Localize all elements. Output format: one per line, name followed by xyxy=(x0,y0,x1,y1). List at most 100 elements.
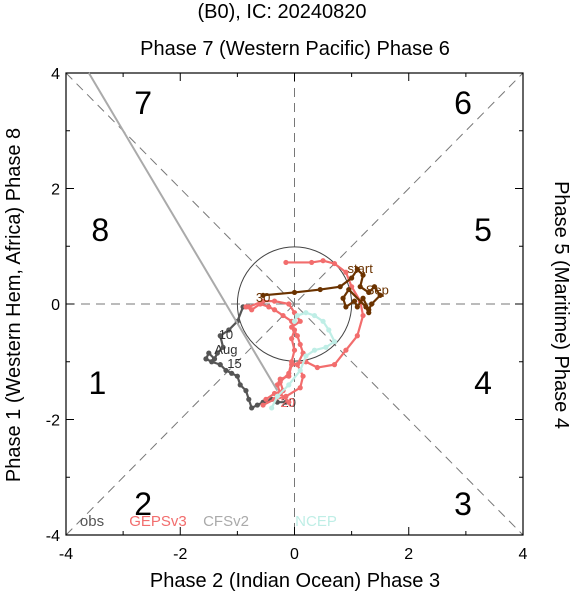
data-point xyxy=(214,350,220,356)
data-label: Sep xyxy=(366,283,389,298)
data-point xyxy=(317,286,323,293)
data-point xyxy=(266,304,272,310)
x-tick-label: 0 xyxy=(290,546,299,563)
data-point xyxy=(331,338,338,345)
data-point xyxy=(277,379,283,385)
data-point xyxy=(289,359,295,365)
data-point xyxy=(217,362,223,368)
y-tick-label: 4 xyxy=(51,66,60,83)
data-point xyxy=(260,292,266,298)
data-point xyxy=(360,272,366,278)
plot-area: -4-2024-4-20241234567810Aug152020startSe… xyxy=(46,66,528,563)
data-point xyxy=(303,310,309,316)
data-point xyxy=(280,312,286,319)
phase-number: 4 xyxy=(474,365,492,401)
data-point xyxy=(377,292,383,298)
data-point xyxy=(343,269,349,275)
data-point xyxy=(349,275,355,281)
data-point xyxy=(291,318,298,324)
data-point xyxy=(320,318,326,324)
data-point xyxy=(323,344,329,350)
series-line xyxy=(245,302,296,401)
x-tick-label: 4 xyxy=(519,546,528,563)
y-tick-label: 2 xyxy=(51,182,60,199)
data-point xyxy=(369,301,375,307)
data-point xyxy=(246,304,252,310)
data-point xyxy=(297,318,303,324)
left-axis-label: Phase 1 (Western Hem, Africa) Phase 8 xyxy=(3,128,25,482)
data-point xyxy=(260,298,266,304)
data-point xyxy=(243,388,249,394)
data-point xyxy=(234,373,240,379)
data-point xyxy=(269,405,275,411)
data-point xyxy=(229,370,235,376)
x-axis-label: Phase 2 (Indian Ocean) Phase 3 xyxy=(150,570,440,592)
data-point xyxy=(206,350,212,356)
data-point xyxy=(254,402,260,408)
y-tick-label: -2 xyxy=(46,413,60,430)
data-label: start xyxy=(348,261,374,276)
data-point xyxy=(209,359,215,365)
data-point xyxy=(260,402,266,408)
series-line xyxy=(270,311,336,409)
data-point xyxy=(360,295,366,301)
data-point xyxy=(263,396,269,402)
data-label: 30 xyxy=(256,290,270,305)
y-tick-label: 0 xyxy=(51,297,60,314)
data-point xyxy=(331,362,338,368)
data-point xyxy=(303,353,309,359)
data-point xyxy=(354,266,360,272)
data-point xyxy=(294,333,300,339)
data-point xyxy=(314,364,320,371)
phase-number: 7 xyxy=(134,85,152,121)
legend-entry: NCEP xyxy=(295,513,337,530)
data-point xyxy=(246,396,252,402)
data-point xyxy=(286,370,292,376)
data-point xyxy=(286,301,292,307)
data-label: 20 xyxy=(280,395,294,410)
legend-entry: obs xyxy=(80,513,104,530)
data-point xyxy=(237,382,243,388)
data-point xyxy=(297,385,303,391)
data-point xyxy=(286,399,292,405)
data-label: Aug xyxy=(214,342,237,357)
data-point xyxy=(360,312,366,319)
data-point xyxy=(286,382,292,388)
legend-entry: GEPSv3 xyxy=(129,513,187,530)
phase-number: 8 xyxy=(91,212,109,248)
series-line xyxy=(87,72,279,392)
data-point xyxy=(366,310,372,316)
data-point xyxy=(357,284,363,290)
diagonal-guide xyxy=(65,72,524,536)
data-point xyxy=(340,295,346,301)
y-tick-label: -4 xyxy=(46,528,60,545)
data-point xyxy=(283,393,289,399)
data-point xyxy=(309,259,315,266)
phase-number: 2 xyxy=(134,486,152,522)
data-point xyxy=(311,312,318,319)
data-point xyxy=(311,347,318,353)
data-point xyxy=(366,289,372,296)
data-point xyxy=(297,341,303,348)
diagonal-guide xyxy=(65,72,524,536)
data-point xyxy=(294,312,300,319)
top-axis-label: Phase 7 (Western Pacific) Phase 6 xyxy=(140,38,450,60)
data-point xyxy=(217,333,223,339)
data-point xyxy=(320,258,326,264)
data-point xyxy=(291,347,298,353)
data-point xyxy=(223,367,229,374)
data-point xyxy=(297,367,303,374)
data-point xyxy=(274,393,280,399)
data-point xyxy=(343,347,349,353)
data-point xyxy=(300,373,306,379)
data-point xyxy=(291,289,298,296)
data-point xyxy=(283,259,289,266)
data-point xyxy=(351,298,358,304)
data-point xyxy=(331,260,338,267)
chart-title: (B0), IC: 20240820 xyxy=(198,1,367,23)
legend-entry: CFSv2 xyxy=(203,513,249,530)
data-point xyxy=(271,307,278,313)
data-point xyxy=(371,284,378,290)
data-point xyxy=(289,336,295,342)
